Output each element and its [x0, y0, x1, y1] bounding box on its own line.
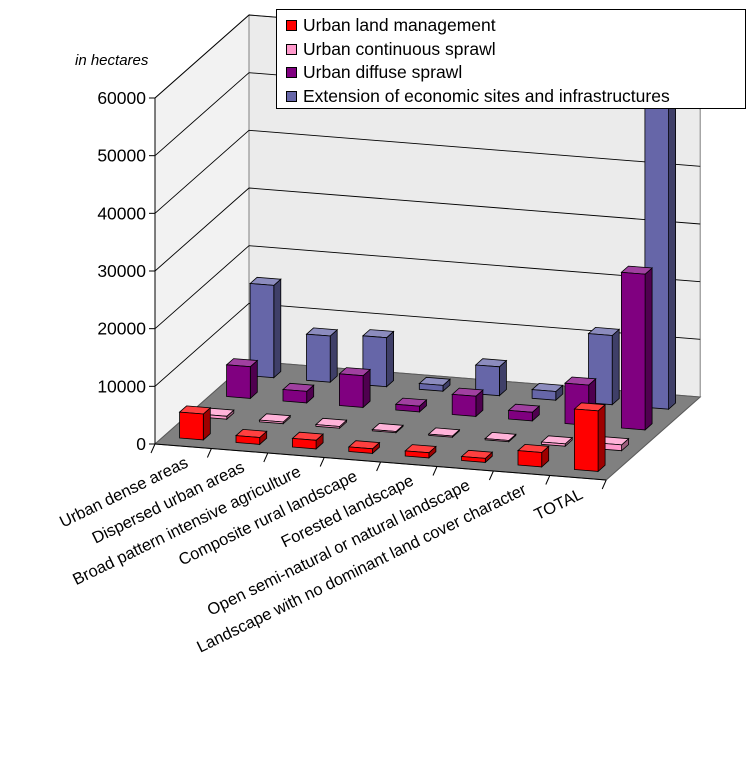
bar-front — [371, 429, 397, 434]
bar-front — [531, 389, 557, 401]
bar-front — [517, 450, 543, 468]
x-tick-mark — [206, 448, 212, 458]
bar-extension-of-economic-sites-and-infrastructures-composite-rural-landscape — [418, 376, 451, 393]
bar-urban-continuous-sprawl-landscape-with-no-dominant-land-cover-character — [540, 435, 574, 448]
bar-front — [621, 271, 646, 431]
bar-urban-continuous-sprawl-open-semi-natural-or-natural-landscape — [484, 431, 517, 443]
bar-front — [404, 450, 430, 459]
bar-front — [418, 383, 444, 392]
bar-front — [428, 433, 453, 438]
bar-front — [338, 373, 364, 408]
bar-urban-land-management-composite-rural-landscape — [347, 440, 381, 455]
bar-side — [597, 403, 606, 473]
legend-label: Urban diffuse sprawl — [303, 62, 463, 83]
bar-front — [348, 446, 373, 454]
bar-side — [329, 328, 338, 384]
bar-extension-of-economic-sites-and-infrastructures-open-semi-natural-or-natural-landscape — [531, 382, 564, 402]
bar-front — [574, 408, 599, 472]
bar-urban-continuous-sprawl-broad-pattern-intensive-agriculture — [314, 417, 348, 430]
x-tick-mark — [376, 461, 382, 472]
category-label: TOTAL — [531, 485, 585, 524]
bar-front — [179, 411, 204, 441]
legend-item: Extension of economic sites and infrastr… — [286, 85, 745, 109]
bar-extension-of-economic-sites-and-infrastructures-forested-landscape — [474, 358, 508, 397]
bar-front — [282, 389, 308, 404]
y-tick-label: 30000 — [97, 261, 146, 281]
bar-side — [668, 93, 676, 411]
bar-side — [386, 330, 395, 388]
gridline — [154, 187, 701, 272]
bar-front — [291, 437, 317, 450]
bar-side — [273, 278, 282, 379]
legend-swatch — [286, 90, 297, 102]
y-tick-label: 50000 — [97, 146, 146, 166]
legend-swatch — [286, 43, 297, 55]
gridline — [154, 129, 701, 214]
x-tick-mark — [150, 443, 156, 454]
bar-urban-land-management-dispersed-urban-areas — [235, 428, 268, 446]
bar-front — [508, 409, 533, 422]
bar-front — [226, 364, 251, 399]
bar-front — [315, 424, 341, 429]
legend-item: Urban continuous sprawl — [286, 38, 745, 62]
x-tick-mark — [488, 470, 494, 481]
x-tick-mark — [601, 479, 607, 490]
bar-urban-diffuse-sprawl-total — [620, 265, 654, 431]
legend-swatch — [286, 20, 297, 32]
bar-urban-diffuse-sprawl-forested-landscape — [451, 387, 484, 418]
bar-extension-of-economic-sites-and-infrastructures-urban-dense-areas — [249, 276, 282, 379]
bar-extension-of-economic-sites-and-infrastructures-dispersed-urban-areas — [305, 327, 339, 384]
bar-urban-diffuse-sprawl-composite-rural-landscape — [394, 397, 428, 413]
legend-item: Urban diffuse sprawl — [286, 61, 745, 85]
y-tick-label: 10000 — [97, 376, 146, 396]
bar-front — [461, 456, 486, 463]
bar-front — [306, 333, 331, 383]
legend-label: Urban continuous sprawl — [303, 38, 496, 59]
bar-side — [611, 328, 620, 406]
legend: Urban land management Urban continuous sp… — [276, 9, 746, 109]
bar-urban-diffuse-sprawl-urban-dense-areas — [225, 358, 259, 400]
x-tick-mark — [432, 466, 438, 476]
y-tick-label: 20000 — [97, 319, 146, 339]
gridline — [154, 245, 701, 330]
bar-urban-diffuse-sprawl-dispersed-urban-areas — [282, 382, 315, 404]
bar-front — [395, 403, 420, 413]
bar-urban-diffuse-sprawl-broad-pattern-intensive-agriculture — [338, 367, 372, 409]
bar-urban-land-management-forested-landscape — [404, 444, 437, 459]
bar-urban-continuous-sprawl-forested-landscape — [427, 427, 461, 439]
unit-label: in hectares — [75, 52, 149, 69]
bar-front — [475, 364, 500, 397]
bar-urban-continuous-sprawl-composite-rural-landscape — [371, 422, 404, 434]
bar-urban-continuous-sprawl-urban-dense-areas — [202, 407, 235, 421]
bar-front — [484, 438, 510, 443]
x-tick-mark — [545, 475, 551, 485]
bar-urban-continuous-sprawl-dispersed-urban-areas — [258, 413, 292, 425]
bar-urban-diffuse-sprawl-open-semi-natural-or-natural-landscape — [507, 403, 541, 422]
bar-urban-land-management-urban-dense-areas — [178, 405, 212, 441]
legend-swatch — [286, 67, 297, 79]
legend-item: Urban land management — [286, 14, 745, 38]
legend-label: Urban land management — [303, 15, 496, 36]
bar-urban-land-management-open-semi-natural-or-natural-landscape — [460, 449, 494, 464]
bar-front — [259, 419, 284, 425]
y-tick-label: 60000 — [97, 88, 146, 108]
bar-urban-land-management-broad-pattern-intensive-agriculture — [291, 431, 325, 450]
y-tick-label: 40000 — [97, 203, 146, 223]
bar-urban-land-management-total — [573, 402, 607, 473]
y-tick-label: 0 — [136, 434, 146, 454]
bar-front — [249, 283, 275, 379]
bar-side — [644, 267, 653, 431]
bar-front — [451, 393, 477, 417]
legend-label: Extension of economic sites and infrastr… — [303, 85, 670, 106]
bar-front — [235, 435, 261, 445]
gridline — [154, 302, 701, 387]
bar-urban-land-management-landscape-with-no-dominant-land-cover-character — [517, 443, 550, 468]
bar-front — [541, 441, 566, 447]
x-tick-mark — [263, 452, 269, 463]
x-tick-mark — [319, 457, 325, 467]
